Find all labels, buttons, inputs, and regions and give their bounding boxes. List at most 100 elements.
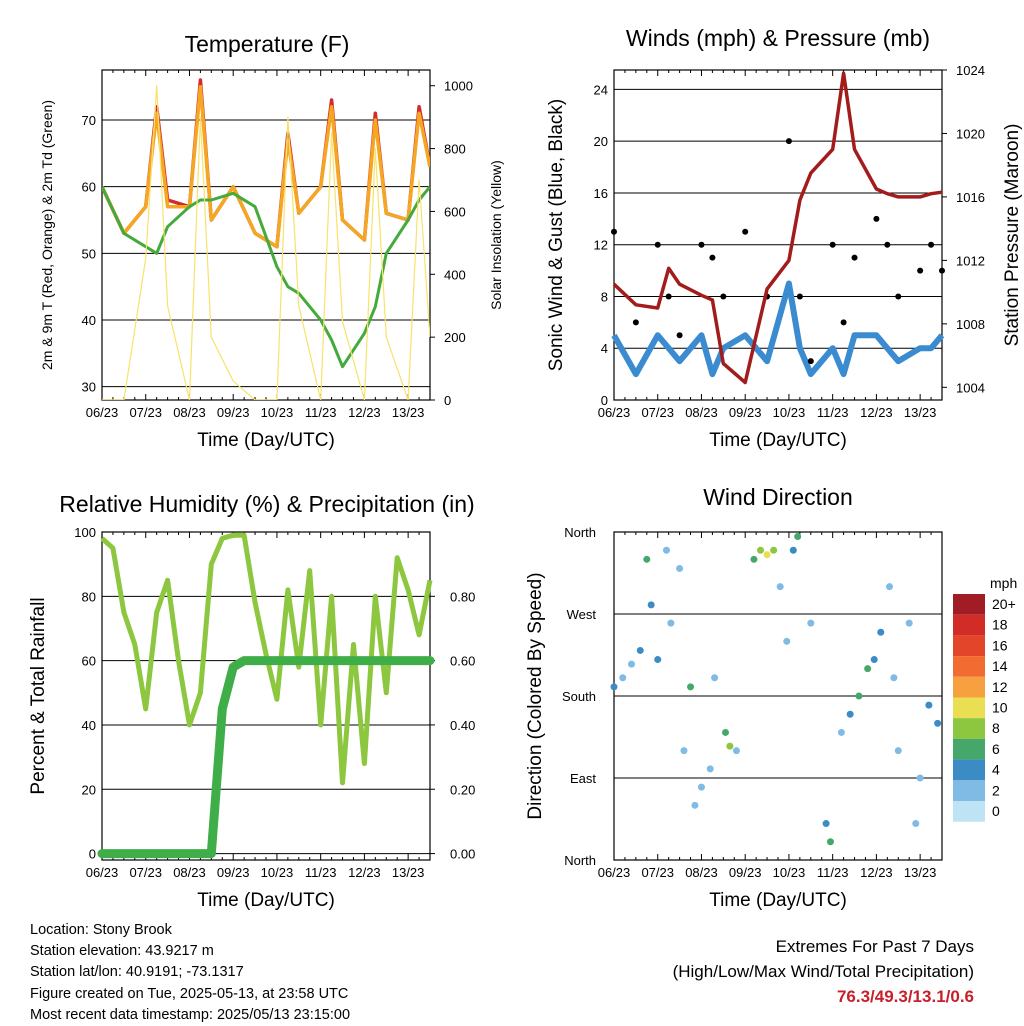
direction-point [822,820,830,828]
direction-point [912,820,920,828]
direction-point [687,683,695,691]
y-right-tick-label: 200 [444,330,466,345]
y-tick-label: 0 [89,847,96,862]
legend-swatch [953,614,985,636]
direction-point [691,801,699,809]
y-tick-label: 70 [82,113,96,128]
extremes-title: Extremes For Past 7 Days [775,937,974,956]
x-tick-label: 09/23 [729,865,762,880]
gust-point [698,241,705,248]
x-axis-title: Time (Day/UTC) [197,430,335,451]
x-tick-label: 11/23 [305,865,337,880]
legend-swatch [953,759,985,781]
x-tick-label: 10/23 [773,405,806,420]
gust-point [632,319,639,326]
y-tick-label: 100 [74,525,96,540]
direction-point [855,692,863,700]
direction-point [763,551,771,559]
x-tick-label: 07/23 [641,865,674,880]
legend-swatch [953,656,985,677]
y-tick-label: 24 [594,82,608,97]
y-tick-label: 60 [82,654,96,669]
y-right-tick-label: 0.20 [450,782,475,797]
legend-swatch [953,780,985,801]
panel-4: 06/23 07/23 08/23 09/23 10/23 11/23 12/23 13/23… [525,484,943,911]
chart-title: Temperature (F) [185,31,350,57]
x-tick-label: 06/23 [86,405,119,420]
y-axis-title: Sonic Wind & Gust (Blue, Black) [546,99,567,371]
x-tick-label: 12/23 [348,405,381,420]
gust-point [796,293,803,300]
y-right-tick-label: 1000 [444,79,473,94]
legend-label: 14 [992,658,1008,674]
direction-point [627,660,635,668]
gust-point [829,241,836,248]
direction-point [794,533,802,541]
x-tick-label: 13/23 [904,865,937,880]
gust-point [742,228,749,235]
y-right-tick-label: 0.80 [450,589,475,604]
gust-point [851,254,858,261]
x-tick-label: 11/23 [817,405,849,420]
legend-title: mph [990,575,1017,591]
direction-point [934,719,942,727]
direction-point [826,838,834,846]
legend-swatch [953,635,985,657]
gust-point [709,254,716,261]
direction-point [697,783,705,791]
direction-point [726,742,734,750]
x-tick-label: 09/23 [217,865,250,880]
chart-title: Winds (mph) & Pressure (mb) [626,25,930,51]
y-tick-label: 50 [82,246,96,261]
y-right-tick-label: 0.00 [450,847,475,862]
y-tick-label: East [570,771,596,786]
direction-point [894,747,902,755]
panel-3: 06/23 07/23 08/23 09/23 10/23 11/23 12/23 13/23… [28,491,475,911]
y-right-tick-label: 1020 [956,126,985,141]
gust-point [840,319,847,326]
elevation-text: Station elevation: 43.9217 m [30,943,214,960]
legend-label: 12 [992,679,1008,695]
y-right-tick-label: 0.60 [450,654,475,669]
x-tick-label: 08/23 [685,405,718,420]
x-tick-label: 06/23 [598,865,631,880]
y-right-tick-label: 1008 [956,317,985,332]
direction-point [662,546,670,554]
gust-point [807,358,814,365]
legend-label: 6 [992,741,1000,757]
gust-point [939,267,945,274]
x-tick-label: 07/23 [641,405,674,420]
y-right-tick-label: 1016 [956,190,985,205]
y-tick-label: North [564,525,596,540]
x-tick-label: 10/23 [261,405,294,420]
y-axis-title: Percent & Total Rainfall [28,597,49,794]
chart-title: Relative Humidity (%) & Precipitation (i… [59,491,474,517]
legend-swatch [953,697,985,719]
direction-point [680,747,688,755]
plot-frame [101,531,431,861]
x-tick-label: 09/23 [729,405,762,420]
x-tick-label: 12/23 [348,865,381,880]
y-right-tick-label: 1004 [956,380,985,395]
direction-point [890,674,898,682]
chart-title: Wind Direction [703,484,853,510]
created-text: Figure created on Tue, 2025-05-13, at 23… [30,985,349,1002]
direction-point [619,674,627,682]
direction-point [877,628,885,636]
y-tick-label: 4 [601,341,608,356]
series-line-total-precipitation [97,656,435,859]
y-right-tick-label: 0.40 [450,718,475,733]
direction-point [916,774,924,782]
y-right-tick-label: 600 [444,204,466,219]
direction-point [925,701,933,709]
gust-point [873,215,880,222]
gust-point [611,228,617,235]
legend-label: 2 [992,782,1000,798]
direction-point [770,546,778,554]
speed-color-legend: mph 20+ 18 16 14 12 10 8 6 4 2 0 [953,575,1017,822]
direction-point [886,583,894,591]
gust-point [665,293,672,300]
y-tick-label: 40 [82,718,96,733]
series-line-solar-insolation [102,85,430,400]
y-right-tick-label: 400 [444,267,466,282]
